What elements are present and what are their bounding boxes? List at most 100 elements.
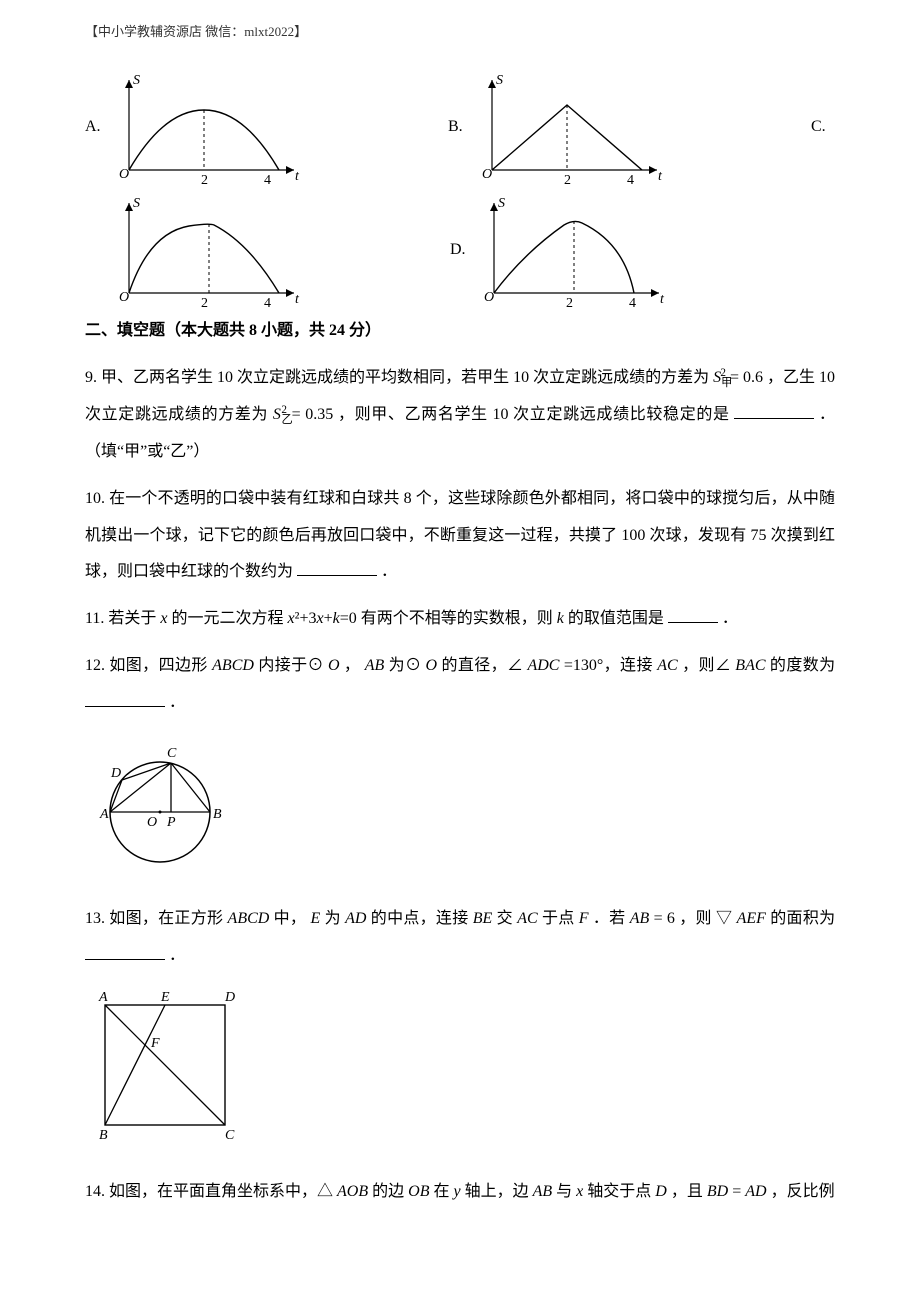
q11-eqx2: x: [288, 610, 295, 627]
q14-ad2: AD: [745, 1183, 766, 1200]
option-a-label: A.: [85, 70, 105, 142]
svg-text:O: O: [119, 167, 129, 182]
q14-mid6: ，且: [671, 1183, 707, 1200]
q12-prefix: 12. 如图，四边形: [85, 657, 212, 674]
svg-text:4: 4: [629, 296, 636, 308]
q11-x1: x: [160, 610, 167, 627]
q10-blank: [297, 560, 377, 576]
options-row-ab: A. O 2 4 t S B. O 2: [85, 70, 835, 185]
graph-b: O 2 4 t S: [472, 70, 667, 185]
q13-tail: ．: [169, 947, 185, 964]
q12-blank: [85, 691, 165, 707]
q14-d: D: [655, 1183, 667, 1200]
fig13-label-c: C: [225, 1128, 235, 1143]
q14-mid3: 轴上，边: [465, 1183, 533, 1200]
question-13: 13. 如图，在正方形 ABCD 中， E 为 AD 的中点，连接 BE 交 A…: [85, 901, 835, 975]
q13-suffix: 的面积为: [770, 910, 835, 927]
q14-mid5: 轴交于点: [587, 1183, 655, 1200]
q12-mid3: 为⊙: [389, 657, 421, 674]
q11-tail: ．: [722, 610, 738, 627]
graph-c: O 2 4 t S: [109, 193, 304, 308]
q14-bd: BD: [707, 1183, 728, 1200]
section-2-header: 二、填空题（本大题共 8 小题，共 24 分）: [85, 316, 835, 346]
question-12: 12. 如图，四边形 ABCD 内接于⊙ O ， AB 为⊙ O 的直径，∠ A…: [85, 648, 835, 722]
q14-mid1: 的边: [372, 1183, 408, 1200]
q11-eqx: x: [316, 610, 323, 627]
q13-mid6: ．若: [593, 910, 630, 927]
q12-ac: AC: [657, 657, 677, 674]
q9-var1-sup: 2: [720, 367, 726, 379]
q12-o2: O: [425, 657, 437, 674]
q13-ad: AD: [345, 910, 366, 927]
fig12-label-p: P: [166, 815, 176, 830]
q13-f: F: [579, 910, 589, 927]
q9-var2-eq: = 0.35: [292, 406, 334, 423]
figure-13: A E D B C F: [85, 985, 835, 1156]
svg-text:t: t: [295, 292, 300, 307]
q12-abcd: ABCD: [212, 657, 254, 674]
q13-mid4: 交: [497, 910, 518, 927]
svg-text:2: 2: [566, 296, 573, 308]
q13-blank: [85, 944, 165, 960]
fig12-label-b: B: [213, 807, 222, 822]
q10-tail: ．: [381, 563, 397, 580]
option-c: C.: [811, 70, 835, 185]
svg-text:S: S: [498, 196, 505, 211]
option-c-label: C.: [811, 70, 831, 142]
circle-diagram: A B C D O P: [85, 732, 235, 872]
q13-e: E: [311, 910, 321, 927]
graph-a: O 2 4 t S: [109, 70, 304, 185]
q13-mid5: 于点: [542, 910, 579, 927]
fig12-label-a: A: [99, 807, 109, 822]
q11-k2: k: [557, 610, 564, 627]
q11-mid1: 的一元二次方程: [172, 610, 288, 627]
q13-be: BE: [473, 910, 493, 927]
q9-var2-sup: 2: [281, 404, 287, 416]
q14-ob: OB: [408, 1183, 429, 1200]
svg-text:O: O: [119, 290, 129, 305]
q12-tail: ．: [169, 694, 185, 711]
q13-ac: AC: [517, 910, 537, 927]
q13-eq: = 6: [654, 910, 675, 927]
svg-text:4: 4: [264, 173, 271, 185]
svg-text:2: 2: [201, 296, 208, 308]
q14-ab: AB: [533, 1183, 553, 1200]
fig13-label-f: F: [150, 1036, 160, 1051]
q12-mid2: ，: [344, 657, 360, 674]
square-diagram: A E D B C F: [85, 985, 245, 1145]
page-header: 【中小学教辅资源店 微信：mlxt2022】: [85, 20, 835, 45]
q9-prefix: 9. 甲、乙两名学生 10 次立定跳远成绩的平均数相同，若甲生 10 次立定跳远…: [85, 369, 709, 386]
option-c-graph: . O 2 4 t S: [85, 193, 304, 308]
q13-abcd: ABCD: [228, 910, 270, 927]
figure-12: A B C D O P: [85, 732, 835, 883]
q14-mid4: 与: [556, 1183, 576, 1200]
q9-blank: [734, 403, 814, 419]
q12-bac: BAC: [735, 657, 765, 674]
svg-text:2: 2: [201, 173, 208, 185]
q11-eqk: k: [333, 610, 340, 627]
q12-o1: O: [328, 657, 340, 674]
q13-prefix: 13. 如图，在正方形: [85, 910, 228, 927]
q11-eqplus1: ²+3: [295, 610, 317, 627]
fig12-label-c: C: [167, 746, 177, 761]
q14-suffix: ，反比例: [771, 1183, 835, 1200]
svg-text:t: t: [658, 169, 663, 184]
q13-aef: AEF: [737, 910, 766, 927]
q13-ab: AB: [630, 910, 650, 927]
q12-mid1: 内接于⊙: [258, 657, 323, 674]
option-d: D. O 2 4 t S: [450, 193, 669, 308]
option-b-label: B.: [448, 70, 468, 142]
q12-ab: AB: [365, 657, 385, 674]
graph-d: O 2 4 t S: [474, 193, 669, 308]
fig13-label-b: B: [99, 1128, 108, 1143]
q13-mid7: ，则 ▽: [679, 910, 732, 927]
q14-y: y: [453, 1183, 460, 1200]
q10-text: 10. 在一个不透明的口袋中装有红球和白球共 8 个，这些球除颜色外都相同，将口…: [85, 490, 835, 581]
q14-x: x: [576, 1183, 583, 1200]
q11-eqplus2: +: [324, 610, 333, 627]
svg-text:2: 2: [564, 173, 571, 185]
question-9: 9. 甲、乙两名学生 10 次立定跳远成绩的平均数相同，若甲生 10 次立定跳远…: [85, 360, 835, 471]
svg-text:4: 4: [627, 173, 634, 185]
q9-suffix: ，则甲、乙两名学生 10 次立定跳远成绩比较稳定的是: [338, 406, 730, 423]
q12-mid4: 的直径，∠: [441, 657, 523, 674]
